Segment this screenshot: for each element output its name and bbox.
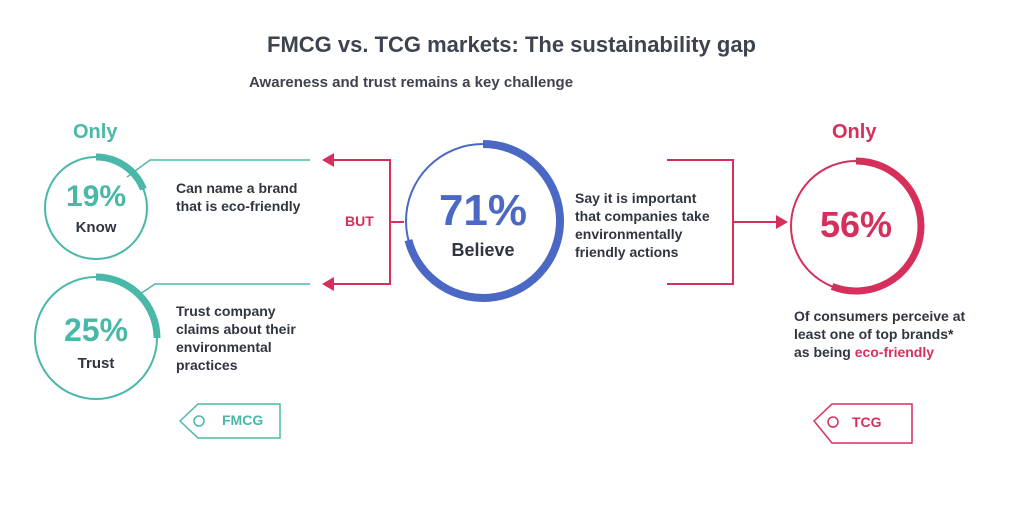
believe-description-line: friendly actions [575, 244, 679, 260]
tcg-tag-hole [827, 416, 839, 428]
know-description: Can name a brand that is eco-friendly [176, 179, 300, 215]
tcg-description: Of consumers perceive at least one of to… [794, 307, 965, 361]
know-percent: 19% [65, 180, 127, 213]
tcg-ring-progress [830, 157, 925, 295]
believe-percent: 71% [438, 186, 528, 235]
page-title: FMCG vs. TCG markets: The sustainability… [267, 32, 756, 57]
know-only-label: Only [73, 121, 118, 143]
tcg-description-line: Of consumers perceive at [794, 308, 966, 324]
know-connector [126, 159, 310, 178]
know-ring-progress [95, 153, 147, 191]
trust-label: Trust [77, 355, 115, 372]
believe-description-line: environmentally [575, 226, 683, 242]
know-description-line: Can name a brand [176, 180, 298, 196]
tcg-highlight: eco-friendly [854, 344, 935, 360]
fmcg-tag-hole [193, 415, 205, 427]
arrow-right [776, 215, 788, 229]
believe-ring-progress [404, 140, 564, 302]
but-label: BUT [345, 213, 374, 229]
fmcg-tag-label: FMCG [222, 412, 264, 428]
trust-description-line: claims about their [176, 321, 296, 337]
tcg-description-line: least one of top brands* [794, 326, 954, 342]
trust-description-line: environmental [176, 339, 272, 355]
believe-label: Believe [451, 240, 515, 260]
know-description-line: that is eco-friendly [176, 198, 301, 214]
trust-description-line: practices [176, 357, 238, 373]
tcg-description-text: as being [794, 344, 855, 360]
trust-connector [139, 283, 310, 295]
tcg-percent: 56% [819, 204, 893, 245]
page-subtitle: Awareness and trust remains a key challe… [249, 74, 574, 91]
trust-percent: 25% [63, 312, 129, 348]
trust-ring-progress [95, 273, 161, 339]
believe-description-line: that companies take [575, 208, 710, 224]
arrow-left-bottom [322, 277, 334, 291]
arrow-left-top [322, 153, 334, 167]
know-label: Know [75, 219, 117, 236]
tcg-only-label: Only [832, 121, 877, 143]
trust-description: Trust company claims about their environ… [176, 302, 296, 374]
tcg-tag-shape [812, 403, 913, 444]
believe-description-line: Say it is important [575, 190, 697, 206]
tcg-description-line: as being eco-friendly [794, 343, 965, 361]
trust-description-line: Trust company [176, 303, 276, 319]
believe-description: Say it is important that companies take … [575, 189, 710, 261]
fmcg-tag-shape [178, 403, 281, 439]
tcg-tag-label: TCG [852, 414, 882, 430]
